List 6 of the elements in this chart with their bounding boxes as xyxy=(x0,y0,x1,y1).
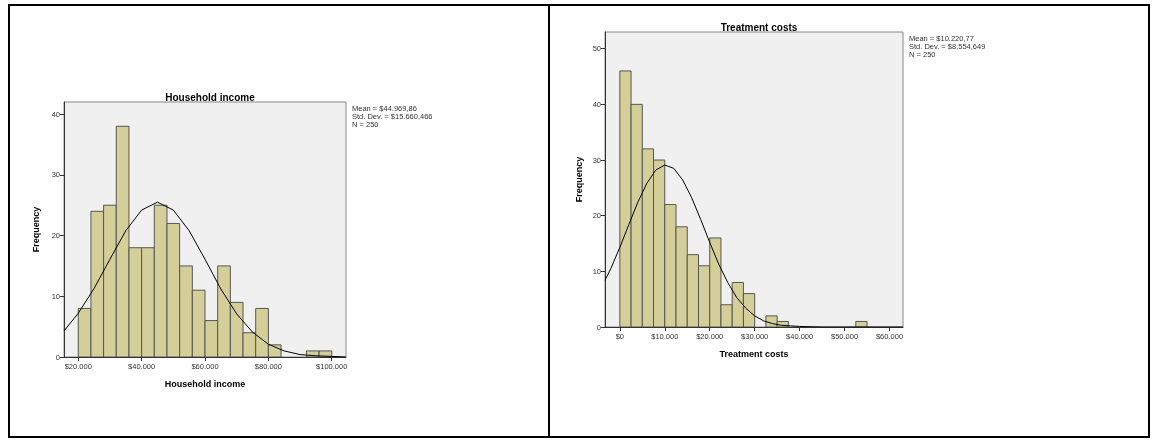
chart-title: Household income xyxy=(165,91,256,103)
chart-title: Treatment costs xyxy=(720,21,798,33)
y-axis-title: Frequency xyxy=(573,156,584,203)
x-axis-title: Household income xyxy=(164,378,246,389)
x-axis-title: Treatment costs xyxy=(719,348,789,359)
y-axis-title: Frequency xyxy=(31,206,42,253)
